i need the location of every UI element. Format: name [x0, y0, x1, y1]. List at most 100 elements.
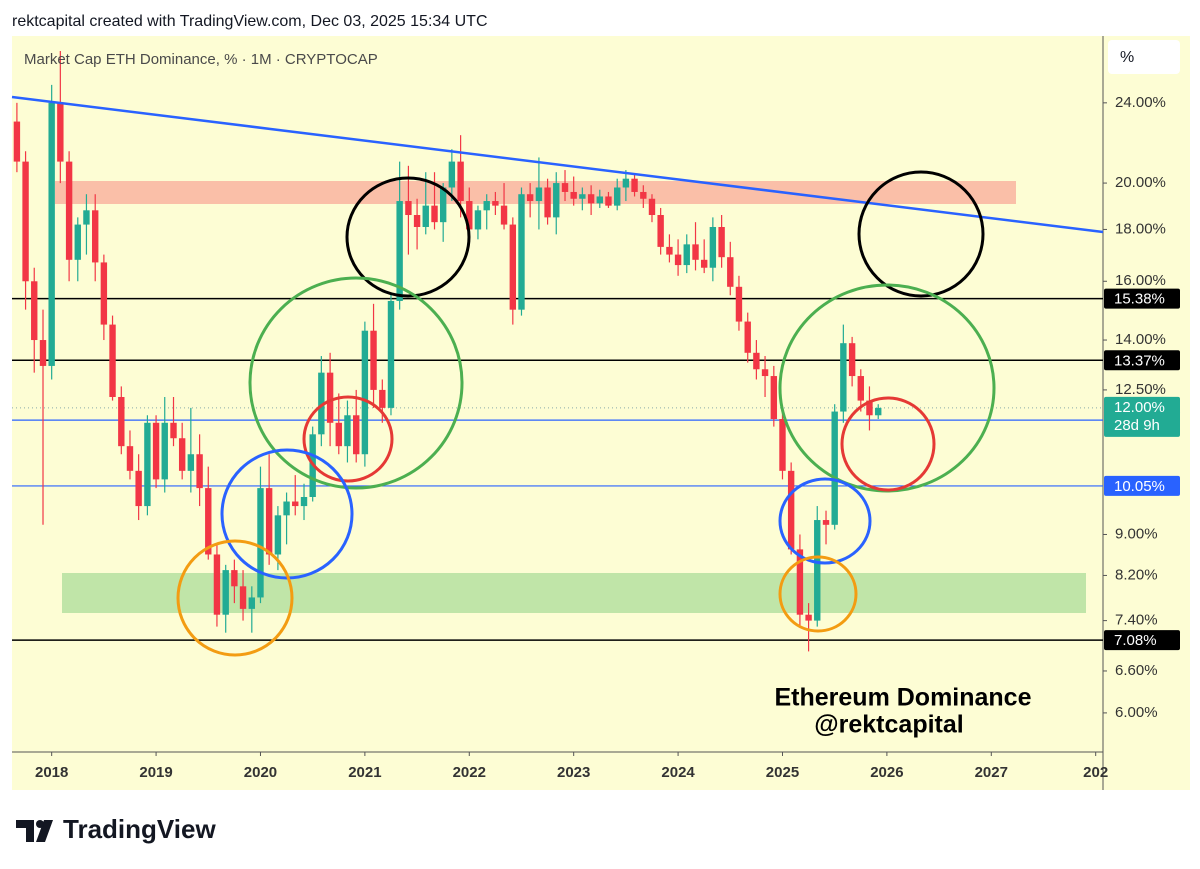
candle-body	[361, 330, 369, 455]
candle-body	[605, 196, 612, 206]
candle-body	[292, 501, 299, 507]
candle-body	[161, 422, 168, 480]
footer-logo: TradingView	[16, 814, 216, 844]
candle-body	[674, 254, 682, 266]
candle-body	[796, 549, 804, 615]
x-tick-label: 2021	[348, 764, 381, 781]
candle-body	[500, 205, 508, 225]
candle-body	[822, 520, 830, 525]
y-tick-label: 7.40%	[1115, 612, 1158, 629]
candle-body	[344, 415, 351, 447]
candle-body	[265, 488, 273, 555]
candle-body	[239, 586, 247, 609]
y-tick-label: 6.00%	[1115, 704, 1158, 721]
candle-body	[814, 520, 821, 621]
circle	[778, 555, 858, 633]
candle-body	[483, 201, 490, 211]
x-tick-label: 2018	[35, 764, 68, 781]
y-tick-label: 6.60%	[1115, 662, 1158, 679]
circle	[840, 396, 936, 492]
candle-body	[448, 161, 456, 188]
level-label-bg	[1104, 288, 1180, 309]
candle-body	[65, 161, 73, 260]
candle-body	[640, 191, 647, 199]
candle-body	[152, 422, 160, 480]
y-tick-label: 18.00%	[1115, 220, 1166, 237]
candle-body	[466, 201, 473, 230]
level-label-bg	[1104, 475, 1180, 496]
candle-body	[83, 210, 90, 225]
x-tick-label: 2022	[453, 764, 486, 781]
trendline	[11, 95, 1104, 234]
candle-body	[31, 281, 38, 341]
circle	[778, 477, 872, 565]
x-tick-label: 2020	[244, 764, 277, 781]
candle-body	[222, 570, 229, 615]
candle-body	[379, 389, 386, 408]
candle-body	[457, 161, 464, 202]
candle-body	[126, 446, 134, 471]
candle-body	[735, 286, 743, 322]
y-tick-label: 14.00%	[1115, 331, 1166, 348]
candle-body	[326, 372, 334, 423]
candle-body	[39, 340, 47, 366]
y-tick-label: 20.00%	[1115, 174, 1166, 191]
candle-body	[779, 419, 786, 471]
candle-body	[535, 187, 543, 202]
candle-body	[431, 205, 438, 223]
x-tick-label: 2025	[766, 764, 799, 781]
candle-body	[553, 183, 560, 218]
y-tick-label: 16.00%	[1115, 272, 1166, 289]
candle-body	[848, 343, 856, 377]
candle-body	[335, 422, 342, 447]
y-tick-label: 8.20%	[1115, 566, 1158, 583]
candle-body	[439, 187, 447, 223]
candle-body	[526, 194, 534, 202]
chart-title: Market Cap ETH Dominance, % · 1M · CRYPT…	[24, 51, 378, 68]
candle-body	[866, 400, 873, 416]
level-label: 7.08%	[1114, 632, 1157, 649]
logo-icon	[36, 820, 44, 828]
countdown-label: 28d 9h	[1114, 417, 1160, 434]
circle	[857, 170, 985, 298]
candle-body	[170, 422, 177, 439]
scale-button-label[interactable]: %	[1120, 49, 1134, 66]
candle-body	[370, 330, 377, 390]
scale-button[interactable]	[1108, 40, 1180, 74]
candle-body	[178, 438, 186, 471]
x-tick-label: 202	[1083, 764, 1108, 781]
candle-body	[109, 324, 116, 398]
candle-body	[422, 205, 429, 228]
candle-body	[744, 321, 751, 353]
candle-body	[474, 210, 482, 230]
level-label: 15.38%	[1114, 291, 1165, 308]
candle-body	[353, 415, 360, 455]
x-tick-label: 2019	[139, 764, 172, 781]
candle-body	[631, 178, 638, 192]
candle-body	[561, 183, 569, 192]
level-label-bg	[1104, 630, 1180, 651]
x-tick-label: 2024	[661, 764, 695, 781]
candle-body	[57, 102, 64, 162]
candle-body	[213, 554, 221, 615]
candle-body	[318, 372, 325, 435]
candle-body	[187, 454, 195, 471]
candle-body	[13, 121, 21, 162]
logo-icon	[16, 820, 53, 842]
candle-body	[248, 597, 256, 609]
y-tick-label: 24.00%	[1115, 94, 1166, 111]
candle-body	[596, 196, 603, 204]
candle-body	[831, 411, 838, 525]
candle-body	[257, 488, 264, 598]
circle	[345, 176, 471, 298]
current-price-label: 12.00%	[1114, 399, 1165, 416]
candle-body	[405, 201, 412, 216]
candle-body	[761, 369, 769, 377]
y-tick-label: 9.00%	[1115, 525, 1158, 542]
candle-body	[657, 215, 664, 247]
candle-body	[587, 194, 595, 204]
candle-body	[205, 488, 212, 555]
candle-body	[300, 496, 308, 507]
candle-body	[622, 178, 630, 188]
